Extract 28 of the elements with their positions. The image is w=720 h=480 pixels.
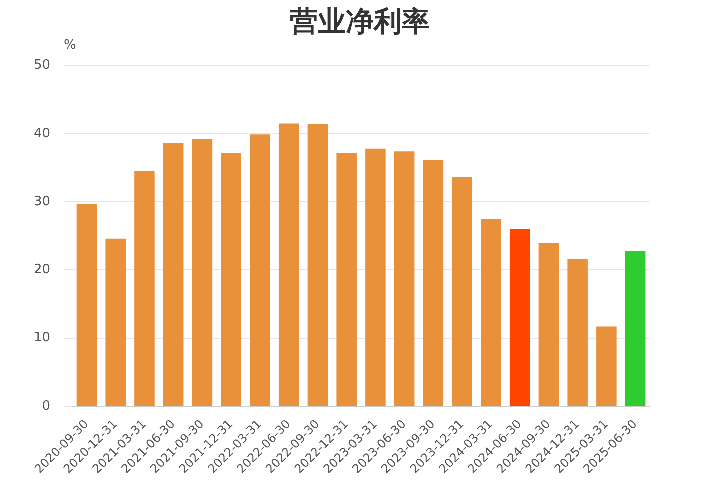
bar <box>106 238 126 406</box>
bar <box>192 139 213 406</box>
bar <box>308 124 328 406</box>
y-tick-label: 0 <box>42 398 51 414</box>
y-axis-title: % <box>64 38 76 53</box>
bar <box>163 143 184 406</box>
bar <box>568 259 588 406</box>
bar <box>134 171 155 406</box>
bar <box>538 242 560 406</box>
bar <box>221 153 242 406</box>
bar <box>452 178 472 406</box>
y-tick-label: 10 <box>34 330 51 346</box>
y-tick-label: 50 <box>34 58 51 74</box>
bar <box>336 153 357 406</box>
y-tick-label: 40 <box>34 126 51 142</box>
bar <box>250 134 270 406</box>
y-tick-label: 30 <box>34 194 51 210</box>
y-tick-label: 20 <box>34 262 51 278</box>
bar <box>481 219 502 406</box>
bar <box>278 124 300 406</box>
bar <box>625 251 646 406</box>
bar <box>510 229 530 406</box>
bar <box>394 152 415 406</box>
bar <box>76 204 98 406</box>
bar <box>596 326 617 406</box>
bar <box>423 160 444 406</box>
bar <box>366 148 386 406</box>
chart-title: 营业净利率 <box>290 5 430 38</box>
